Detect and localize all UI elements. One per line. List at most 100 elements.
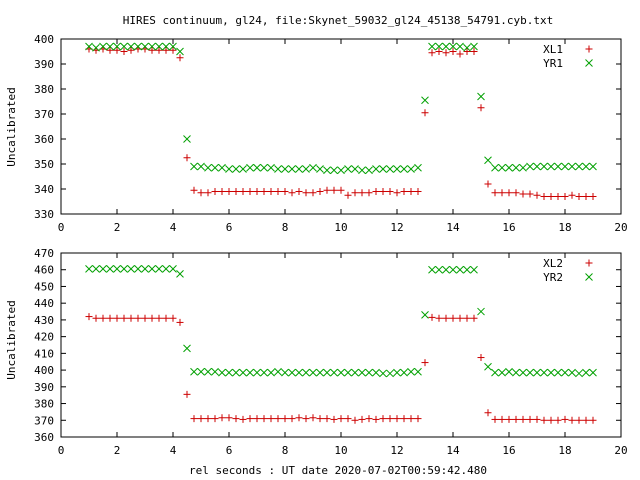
data-point-yr2 <box>393 368 401 377</box>
data-point-xl1 <box>498 189 506 197</box>
data-point-yr2 <box>554 368 562 377</box>
data-point-yr1 <box>498 163 506 172</box>
data-point-xl2 <box>547 416 555 424</box>
data-point-yr2 <box>309 368 317 377</box>
data-point-xl1 <box>190 186 198 194</box>
data-point-xl2 <box>470 314 478 322</box>
x-tick-label: 16 <box>502 221 515 234</box>
x-tick-label: 6 <box>226 221 233 234</box>
data-point-yr1 <box>421 96 429 105</box>
data-point-yr1 <box>162 42 170 51</box>
data-point-xl2 <box>358 415 366 423</box>
data-point-xl1 <box>323 186 331 194</box>
y-tick-label: 440 <box>34 297 54 310</box>
data-point-yr2 <box>561 368 569 377</box>
x-axis-label: rel seconds : UT date 2020-07-02T00:59:4… <box>189 464 487 477</box>
data-point-xl2 <box>407 415 415 423</box>
data-point-xl1 <box>337 186 345 194</box>
data-point-yr2 <box>358 368 366 377</box>
x-tick-label: 12 <box>390 221 403 234</box>
data-point-xl2 <box>120 314 128 322</box>
data-point-xl2 <box>148 314 156 322</box>
x-tick-label: 20 <box>614 444 627 457</box>
data-point-yr1 <box>211 163 219 172</box>
data-point-xl1 <box>526 190 534 198</box>
data-point-yr1 <box>246 163 254 172</box>
data-point-xl1 <box>176 54 184 62</box>
data-point-yr2 <box>589 368 597 377</box>
data-point-yr2 <box>211 367 219 376</box>
x-tick-label: 2 <box>114 221 121 234</box>
data-point-xl1 <box>232 188 240 195</box>
data-point-yr1 <box>456 42 464 51</box>
data-point-xl2 <box>365 415 373 423</box>
data-point-xl1 <box>211 188 219 195</box>
data-point-yr2 <box>568 368 576 377</box>
data-point-xl2 <box>106 314 114 322</box>
data-point-xl2 <box>134 314 142 322</box>
data-point-xl1 <box>547 193 555 200</box>
data-point-xl1 <box>505 189 513 197</box>
data-point-yr1 <box>295 165 303 173</box>
data-point-xl2 <box>176 318 184 326</box>
data-point-xl1 <box>463 48 471 55</box>
data-point-yr1 <box>337 166 345 175</box>
data-point-yr1 <box>155 42 163 51</box>
data-point-yr1 <box>316 165 324 173</box>
data-point-yr1 <box>190 162 198 171</box>
data-point-xl2 <box>232 415 240 423</box>
data-point-xl1 <box>407 188 415 195</box>
data-point-xl1 <box>169 46 177 54</box>
data-point-yr1 <box>365 166 373 175</box>
data-point-yr1 <box>281 165 289 173</box>
data-point-xl1 <box>253 188 261 195</box>
data-point-yr2 <box>386 369 394 378</box>
data-point-yr2 <box>547 368 555 377</box>
data-point-yr2 <box>99 265 107 273</box>
data-point-yr1 <box>428 42 436 51</box>
data-point-xl2 <box>386 415 394 423</box>
data-point-yr2 <box>169 265 177 273</box>
series-yr1 <box>85 42 597 175</box>
data-point-xl1 <box>295 188 303 195</box>
data-point-yr1 <box>512 163 520 172</box>
data-point-yr1 <box>204 163 212 172</box>
data-point-xl2 <box>162 314 170 322</box>
data-point-xl1 <box>379 188 387 195</box>
data-point-xl1 <box>127 46 135 54</box>
series-xl2 <box>85 313 597 424</box>
data-point-xl1 <box>554 193 562 200</box>
y-tick-label: 380 <box>34 83 54 96</box>
y-tick-label: 450 <box>34 280 54 293</box>
x-tick-label: 18 <box>558 444 571 457</box>
data-point-yr1 <box>197 162 205 171</box>
data-point-yr2 <box>204 367 212 376</box>
data-point-yr1 <box>533 162 541 171</box>
data-point-yr1 <box>491 163 499 172</box>
data-point-xl2 <box>141 314 149 322</box>
legend-marker-xl1 <box>585 45 593 53</box>
data-point-yr2 <box>442 265 450 274</box>
data-point-xl2 <box>281 415 289 423</box>
data-point-xl1 <box>204 189 212 197</box>
y-tick-label: 400 <box>34 364 54 377</box>
data-point-yr1 <box>288 165 296 173</box>
data-point-xl1 <box>400 188 408 195</box>
data-point-yr2 <box>400 368 408 377</box>
data-point-yr2 <box>134 265 142 273</box>
data-point-xl1 <box>421 109 429 117</box>
y-tick-label: 330 <box>34 208 54 221</box>
x-tick-label: 20 <box>614 221 627 234</box>
data-point-yr2 <box>414 367 422 376</box>
data-point-yr1 <box>232 165 240 173</box>
data-point-yr1 <box>344 165 352 173</box>
data-point-yr2 <box>197 367 205 376</box>
data-point-yr2 <box>225 368 233 377</box>
data-point-yr1 <box>253 163 261 172</box>
data-point-xl2 <box>211 415 219 423</box>
data-point-xl1 <box>148 46 156 54</box>
data-point-yr2 <box>127 265 135 273</box>
series-xl1 <box>85 45 597 200</box>
data-point-xl1 <box>575 193 583 200</box>
